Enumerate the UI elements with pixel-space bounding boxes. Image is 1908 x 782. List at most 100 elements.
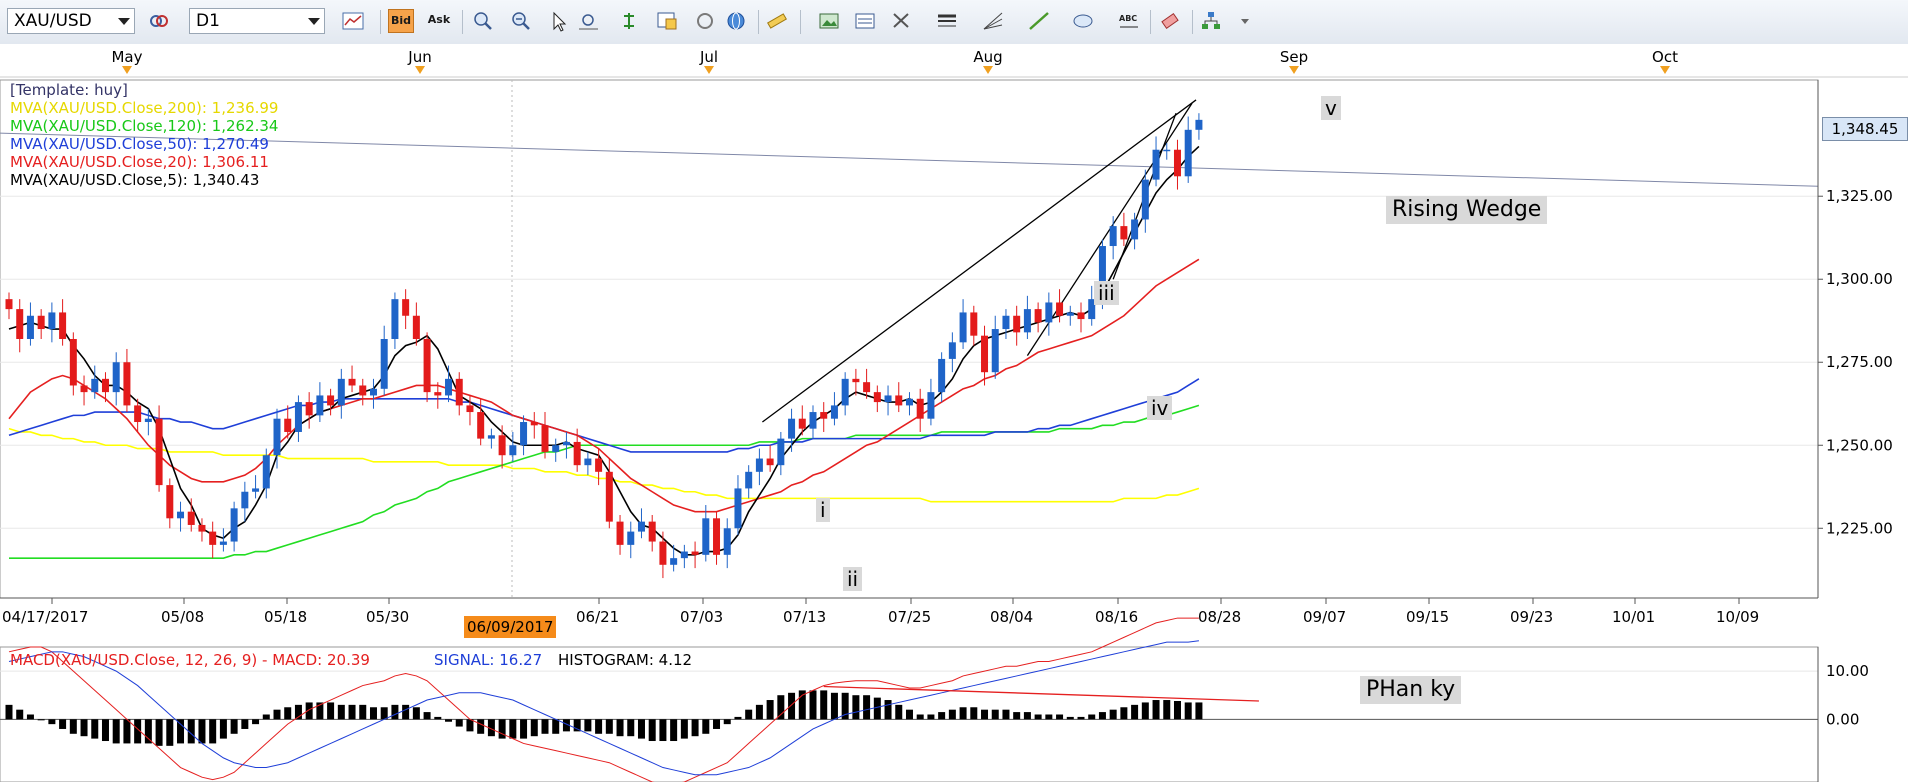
- histogram-bar: [359, 704, 367, 720]
- candle-body: [369, 388, 377, 396]
- tools-icon[interactable]: [888, 9, 914, 33]
- month-label: Oct: [1652, 48, 1678, 66]
- candle-body: [166, 485, 174, 519]
- histogram-bar: [852, 695, 860, 720]
- fan-icon[interactable]: [980, 9, 1006, 33]
- globe-icon[interactable]: [723, 9, 749, 33]
- candle-body: [520, 422, 528, 446]
- histogram-bar: [830, 692, 838, 720]
- crosshair-zoom-icon[interactable]: [576, 9, 602, 33]
- histogram-bar: [112, 719, 120, 744]
- candle-body: [187, 511, 195, 525]
- indicator-icon[interactable]: [616, 9, 642, 33]
- histogram-bar: [16, 709, 24, 720]
- chevron-down-icon[interactable]: [302, 9, 324, 33]
- legend-ma20: MVA(XAU/USD.Close,20): 1,306.11: [10, 153, 269, 171]
- candle-body: [37, 315, 45, 330]
- candle-body: [798, 418, 806, 429]
- histogram-bar: [1098, 712, 1106, 720]
- histogram-bar: [369, 707, 377, 720]
- histogram-bar: [48, 719, 56, 725]
- legend-ma120: MVA(XAU/USD.Close,120): 1,262.34: [10, 117, 279, 135]
- candle-body: [637, 521, 645, 532]
- candle-body: [445, 378, 453, 396]
- cursor-icon[interactable]: [546, 9, 572, 33]
- more-icon[interactable]: [1232, 9, 1249, 33]
- bid-button[interactable]: Bid: [388, 9, 414, 33]
- histogram-bar: [755, 704, 763, 720]
- symbol-select[interactable]: XAU/USD: [7, 8, 135, 34]
- text-icon[interactable]: ABC: [1116, 9, 1142, 33]
- candle-body: [391, 299, 399, 339]
- ruler-icon[interactable]: [764, 9, 790, 33]
- hierarchy-icon[interactable]: [1198, 9, 1224, 33]
- candle-body: [627, 531, 635, 545]
- candle-body: [713, 518, 721, 555]
- histogram-bar: [863, 695, 871, 720]
- price-tick-label: 1,325.00: [1826, 187, 1893, 205]
- price-chart[interactable]: 1,225.00 1,250.00 1,275.00 1,300.00 1,325.00…: [0, 44, 1908, 782]
- zoom-in-icon[interactable]: [470, 9, 496, 33]
- month-label: Sep: [1280, 48, 1308, 66]
- candle-body: [1152, 149, 1160, 180]
- month-axis-bg: [0, 44, 1908, 54]
- toolbar-separator: [1150, 10, 1151, 34]
- current-price-tag: 1,348.45: [1822, 117, 1908, 141]
- candle-body: [616, 521, 624, 545]
- candle-body: [294, 402, 302, 432]
- candle-body: [938, 358, 946, 393]
- histogram-bar: [26, 714, 34, 720]
- resistance-line: [0, 132, 1819, 187]
- properties-icon[interactable]: [654, 9, 680, 33]
- candle-body: [284, 418, 292, 432]
- signal-line: [8, 640, 1199, 776]
- macd-legend-macd: MACD(XAU/USD.Close, 12, 26, 9) - MACD: 2…: [10, 651, 370, 669]
- chevron-down-icon[interactable]: [112, 9, 134, 33]
- ask-button[interactable]: Ask: [427, 13, 451, 26]
- candle-body: [552, 445, 560, 452]
- template-icon[interactable]: [852, 9, 878, 33]
- zoom-out-icon[interactable]: [508, 9, 534, 33]
- candle-body: [1109, 226, 1117, 247]
- candle-body: [69, 339, 77, 386]
- wave-label-iv: iv: [1147, 396, 1173, 420]
- candle-body: [48, 312, 56, 330]
- date-tick-label: 10/01: [1612, 608, 1655, 626]
- candle-body: [562, 441, 570, 446]
- histogram-bar: [1141, 702, 1149, 720]
- candle-body: [402, 299, 410, 316]
- link-icon[interactable]: [146, 9, 172, 33]
- symbol-value: XAU/USD: [14, 11, 92, 31]
- histogram-bar: [938, 712, 946, 720]
- candle-body: [26, 315, 34, 339]
- histogram-bar: [713, 719, 721, 729]
- chart-type-icon[interactable]: [340, 9, 366, 33]
- date-axis: 04/17/2017 05/08 05/18 05/30 06/21 07/03 07/13…: [0, 597, 1908, 628]
- candle-body: [101, 378, 109, 393]
- date-tick-label: 05/30: [366, 608, 409, 626]
- trendline-icon[interactable]: [1026, 9, 1052, 33]
- timeframe-select[interactable]: D1: [189, 8, 325, 34]
- candle-body: [1163, 149, 1171, 152]
- eraser-icon[interactable]: [1157, 9, 1183, 33]
- histogram-bar: [809, 690, 817, 720]
- refresh-icon[interactable]: [692, 9, 718, 33]
- candle-body: [873, 392, 881, 403]
- candle-body: [659, 541, 667, 565]
- candle-body: [852, 378, 860, 383]
- image-icon[interactable]: [816, 9, 842, 33]
- line-width-icon[interactable]: [934, 9, 960, 33]
- candle-body: [1120, 226, 1128, 240]
- ellipse-icon[interactable]: [1070, 9, 1096, 33]
- histogram-bar: [380, 707, 388, 720]
- histogram-bar: [777, 695, 785, 720]
- macd-tick-label: 0.00: [1826, 710, 1859, 728]
- date-tick-label: 04/17/2017: [2, 608, 88, 626]
- histogram-bar: [166, 719, 174, 746]
- histogram-bar: [948, 709, 956, 720]
- histogram-bar: [91, 719, 99, 739]
- histogram-bar: [230, 719, 238, 734]
- candle-body: [305, 402, 313, 416]
- month-marker: [1660, 66, 1670, 74]
- candle-body: [670, 558, 678, 565]
